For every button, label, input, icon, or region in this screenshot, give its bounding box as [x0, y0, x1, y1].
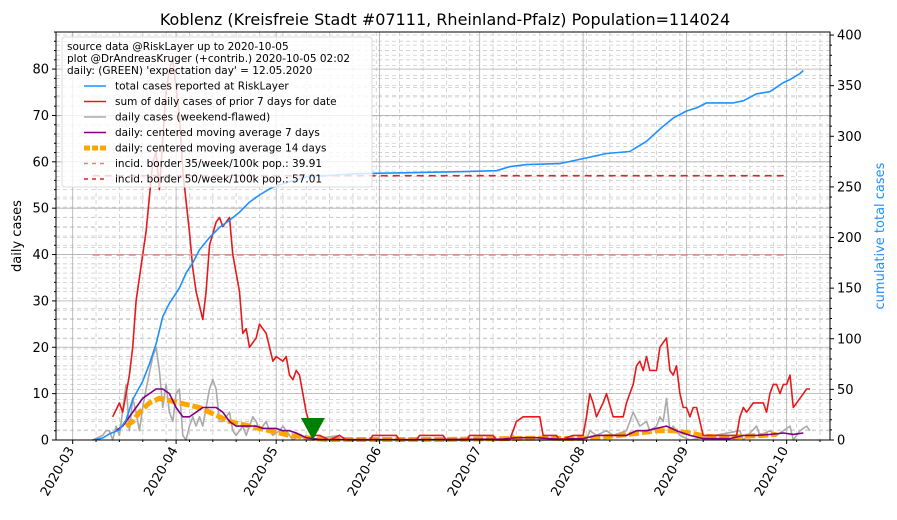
legend-label: sum of daily cases of prior 7 days for d…: [115, 96, 337, 108]
legend-label: daily: centered moving average 14 days: [115, 143, 327, 155]
y-tick-label-left: 60: [32, 155, 49, 170]
x-tick-label: 2020-05: [241, 445, 281, 500]
series-line-3: [115, 388, 804, 441]
y-tick-label-right: 0: [837, 434, 845, 449]
grid: [56, 31, 830, 441]
legend-header-line: source data @RiskLayer up to 2020-10-05: [67, 41, 289, 53]
legend-header-line: daily: (GREEN) 'expectation day' = 12.05…: [67, 65, 312, 77]
legend-label: incid. border 35/week/100k pop.: 39.91: [115, 158, 322, 170]
x-tick-label: 2020-08: [548, 445, 588, 500]
y-tick-label-right: 350: [837, 79, 862, 94]
y-tick-label-right: 250: [837, 180, 862, 195]
y-axis-label-left: daily cases: [10, 200, 25, 272]
chart-title: Koblenz (Kreisfreie Stadt #07111, Rheinl…: [160, 10, 730, 29]
y-tick-label-right: 50: [837, 383, 854, 398]
x-tick-label: 2020-03: [38, 445, 78, 500]
legend-label: daily cases (weekend-flawed): [115, 112, 270, 124]
y-tick-label-right: 400: [837, 29, 862, 44]
legend-label: incid. border 50/week/100k pop.: 57.01: [115, 174, 322, 186]
legend-label: total cases reported at RiskLayer: [115, 81, 289, 93]
x-tick-label: 2020-10: [752, 445, 792, 500]
x-tick-label: 2020-09: [652, 445, 692, 500]
legend-box: [61, 36, 373, 188]
expectation-day-marker: [300, 418, 325, 440]
legend-label: daily: centered moving average 7 days: [115, 127, 320, 139]
y-tick-label-right: 200: [837, 231, 862, 246]
y-tick-label-left: 40: [32, 248, 49, 263]
y-tick-label-left: 50: [32, 202, 49, 217]
y-tick-label-left: 0: [41, 434, 49, 449]
y-tick-label-left: 80: [32, 63, 49, 78]
series-line-1: [111, 59, 810, 441]
y-tick-label-left: 10: [32, 387, 49, 402]
y-axis-label-right: cumulative total cases: [873, 162, 888, 309]
x-tick-label: 2020-06: [345, 445, 385, 500]
legend: source data @RiskLayer up to 2020-10-05p…: [61, 36, 373, 188]
y-tick-label-right: 150: [837, 282, 862, 297]
x-tick-label: 2020-04: [141, 445, 181, 500]
y-tick-label-left: 30: [32, 294, 49, 309]
y-tick-label-right: 100: [837, 332, 862, 347]
y-tick-label-left: 20: [32, 341, 49, 356]
y-tick-label-left: 70: [32, 109, 49, 124]
legend-header-line: plot @DrAndreasKruger (+contrib.) 2020-1…: [67, 53, 350, 65]
y-tick-label-right: 300: [837, 130, 862, 145]
x-tick-label: 2020-07: [445, 444, 485, 499]
series-line-4: [124, 395, 777, 442]
